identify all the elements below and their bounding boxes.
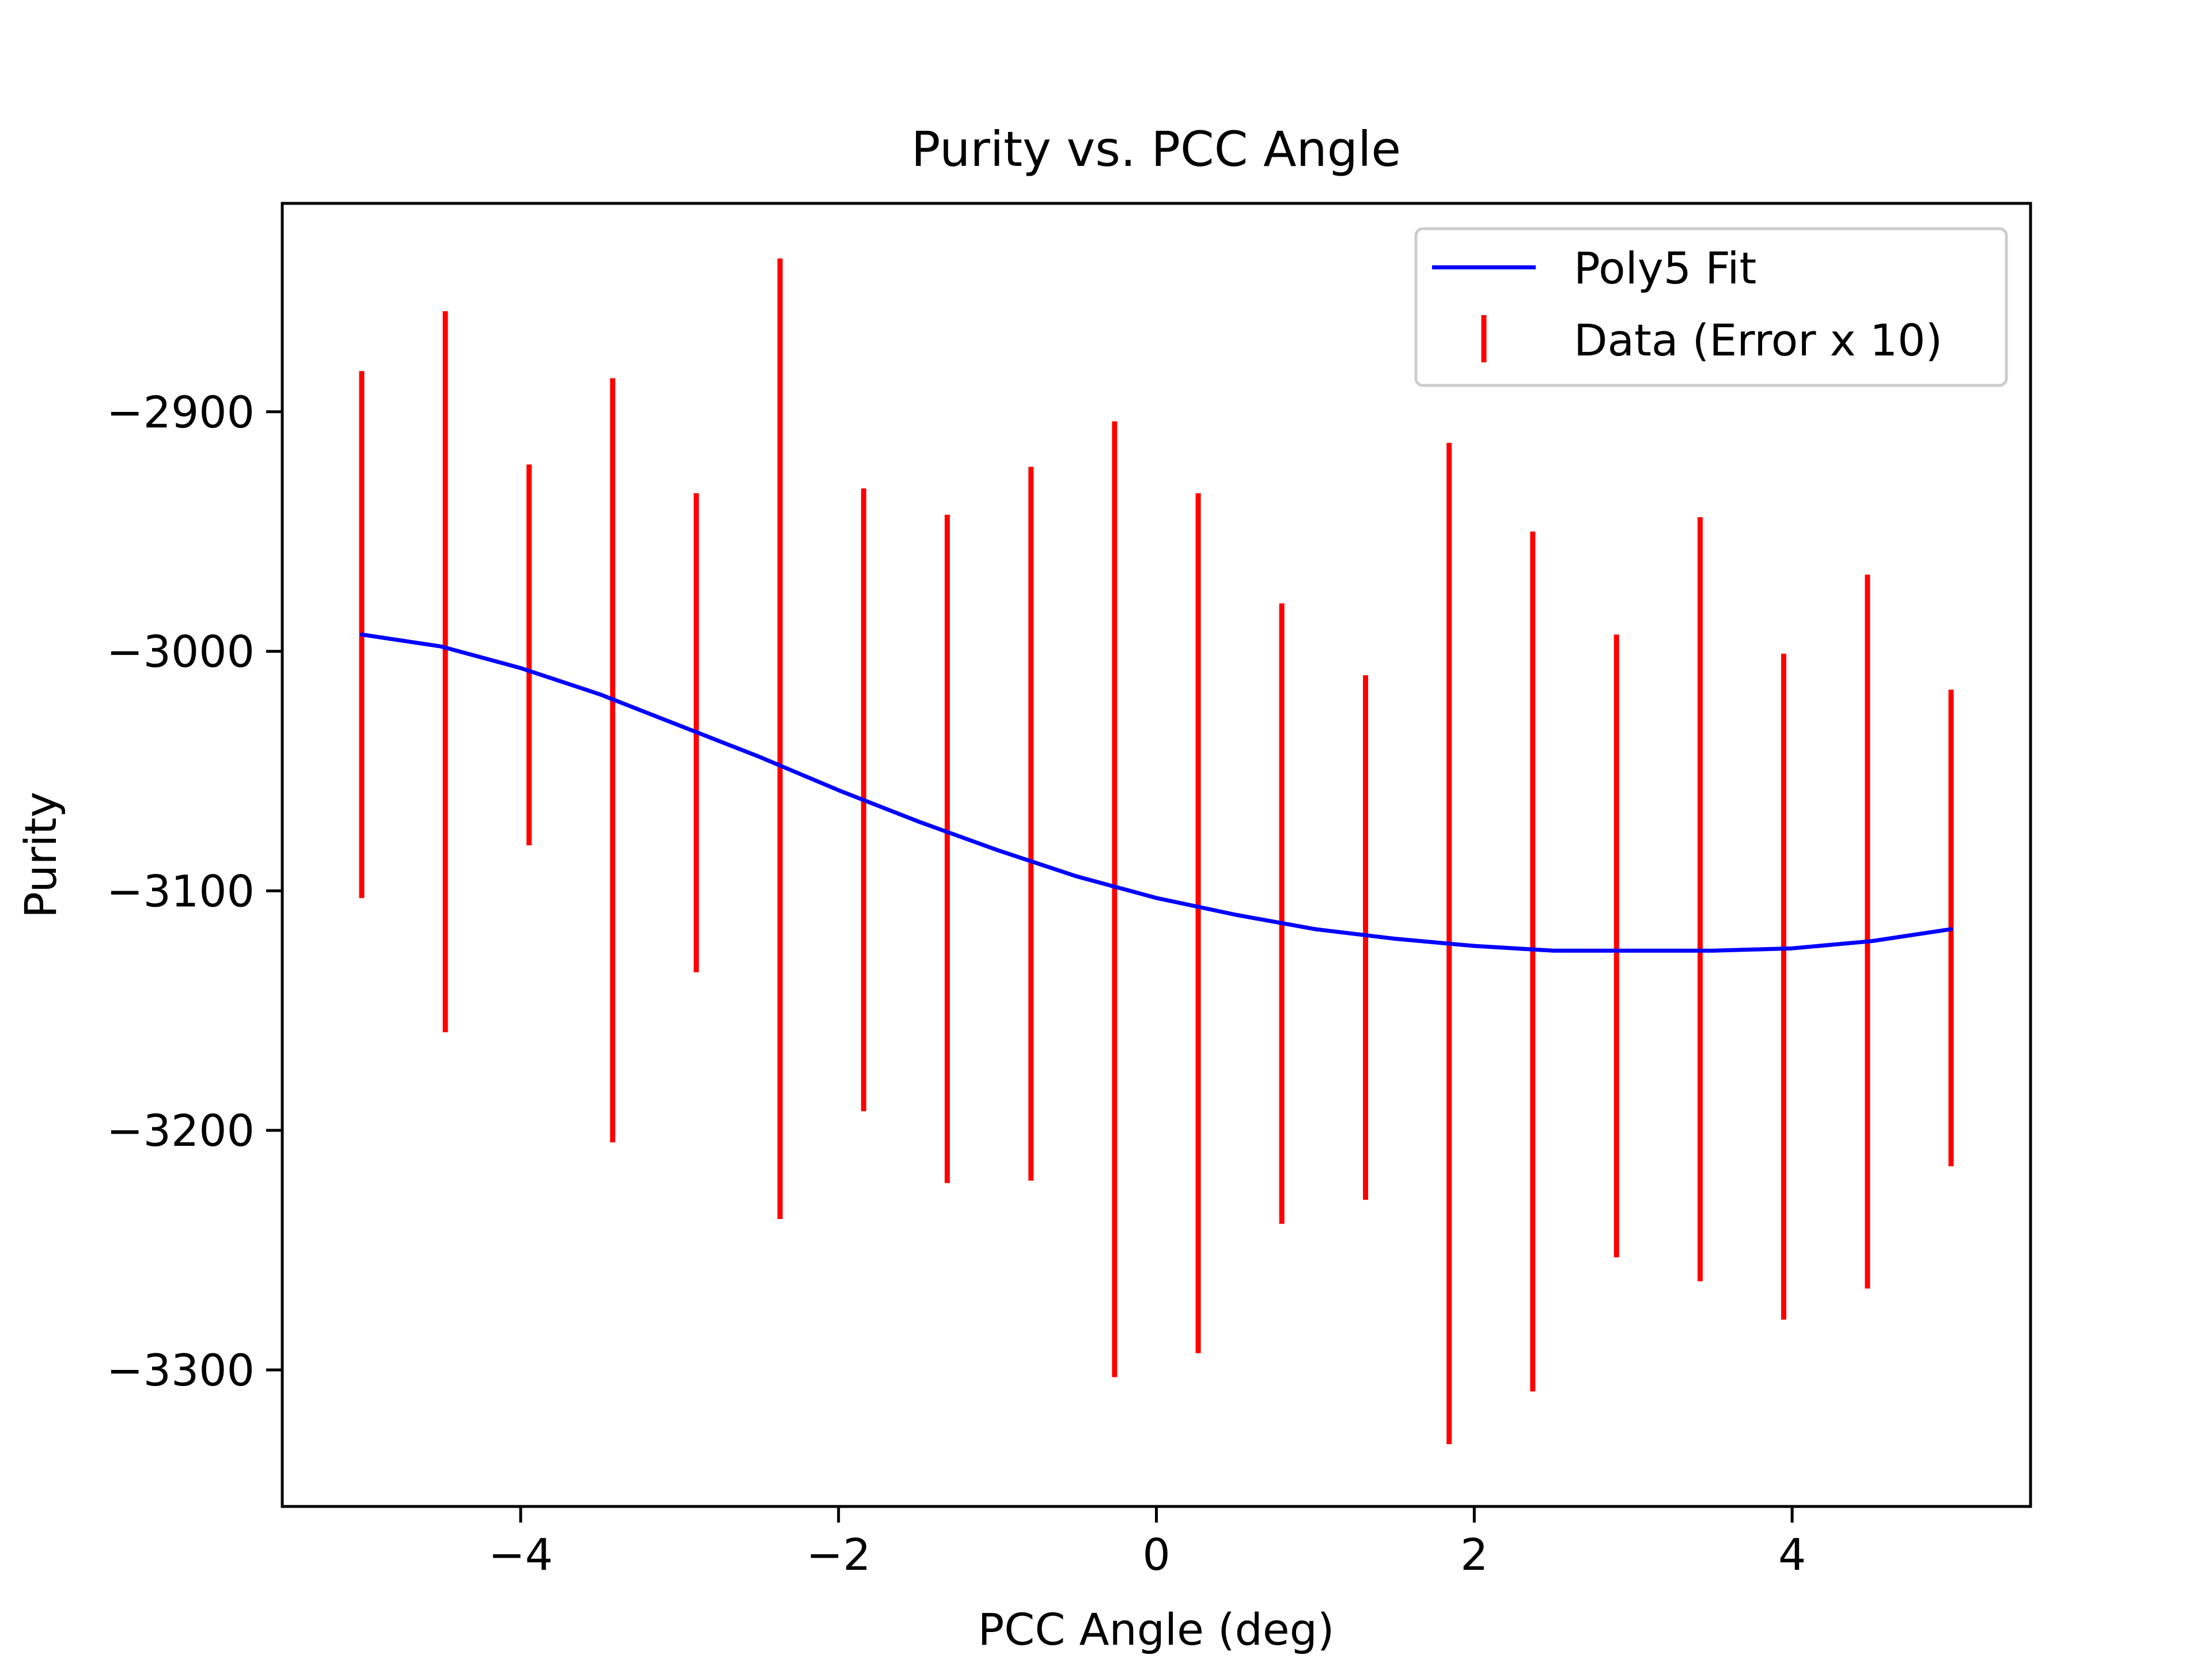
x-tick-label: −2: [806, 1529, 871, 1580]
fit-line: [359, 633, 1953, 953]
y-tick-label: −3200: [107, 1105, 255, 1156]
legend: Poly5 Fit Data (Error x 10): [1414, 227, 2008, 387]
x-axis-label: PCC Angle (deg): [978, 1604, 1334, 1655]
chart-title: Purity vs. PCC Angle: [911, 121, 1401, 177]
y-tick-label: −3100: [107, 865, 255, 917]
x-tick-label: 4: [1778, 1529, 1806, 1580]
x-tick-label: −4: [488, 1529, 553, 1580]
plot-frame: [281, 202, 2032, 1508]
legend-box: [1414, 227, 2008, 387]
x-tick-label: 0: [1142, 1529, 1170, 1580]
plot-area: [359, 258, 1954, 1444]
legend-data-label: Data (Error x 10): [1574, 315, 1942, 366]
x-tick-label: 2: [1460, 1529, 1488, 1580]
x-axis: −4 −2 0 2 4: [488, 1506, 1806, 1580]
y-tick-label: −3300: [107, 1345, 255, 1396]
y-tick-label: −3000: [107, 626, 255, 677]
y-tick-label: −2900: [107, 387, 255, 438]
y-axis-label: Purity: [15, 792, 66, 918]
y-axis: −3300 −3200 −3100 −3000 −2900: [107, 387, 282, 1396]
legend-fit-label: Poly5 Fit: [1574, 243, 1756, 294]
